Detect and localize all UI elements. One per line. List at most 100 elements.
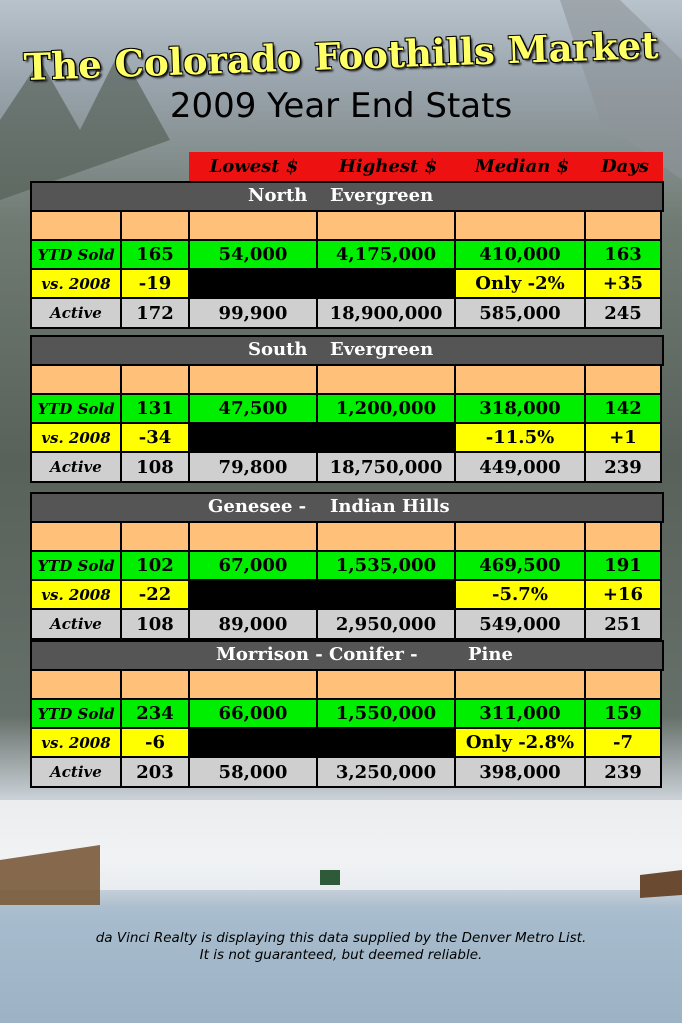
section-name-left: Genesee -	[208, 496, 307, 517]
blank-cell	[188, 579, 318, 610]
blank-cell	[454, 521, 586, 552]
count-cell: 108	[120, 451, 190, 483]
blank-cell	[316, 210, 456, 241]
page-subtitle: 2009 Year End Stats	[169, 86, 513, 126]
table-row	[30, 669, 664, 700]
median-cell: Only -2.8%	[454, 727, 586, 758]
median-cell: Only -2%	[454, 268, 586, 299]
header-days: Days	[601, 156, 649, 177]
row-label: vs. 2008	[30, 268, 122, 299]
highest-cell: 2,950,000	[316, 608, 456, 640]
count-cell: 203	[120, 756, 190, 788]
blank-cell	[316, 422, 456, 453]
blank-cell	[454, 669, 586, 700]
blank-cell	[188, 727, 318, 758]
highest-cell: 1,550,000	[316, 698, 456, 729]
highest-cell: 18,900,000	[316, 297, 456, 329]
blank-cell	[30, 669, 122, 700]
blank-cell	[584, 521, 662, 552]
section-header: Morrison - Conifer - Pine	[30, 640, 664, 671]
blank-cell	[316, 727, 456, 758]
header-highest: Highest $	[338, 156, 438, 177]
blank-cell	[120, 364, 190, 395]
count-cell: 131	[120, 393, 190, 424]
table-row: YTD Sold 165 54,000 4,175,000 410,000 163	[30, 239, 664, 270]
median-cell: 311,000	[454, 698, 586, 729]
days-cell: -7	[584, 727, 662, 758]
blank-cell	[120, 669, 190, 700]
table-row: Active 172 99,900 18,900,000 585,000 245	[30, 297, 664, 329]
blank-cell	[584, 364, 662, 395]
lowest-cell: 89,000	[188, 608, 318, 640]
section-name-left: North	[248, 185, 308, 206]
blank-cell	[316, 268, 456, 299]
days-cell: 159	[584, 698, 662, 729]
table-row: YTD Sold 234 66,000 1,550,000 311,000 159	[30, 698, 664, 729]
blank-cell	[188, 521, 318, 552]
median-cell: -5.7%	[454, 579, 586, 610]
row-label: Active	[30, 608, 122, 640]
blank-cell	[30, 210, 122, 241]
row-label: YTD Sold	[30, 239, 122, 270]
days-cell: 239	[584, 756, 662, 788]
days-cell: +16	[584, 579, 662, 610]
row-label: Active	[30, 451, 122, 483]
row-label: vs. 2008	[30, 422, 122, 453]
disclaimer: da Vinci Realty is displaying this data …	[0, 930, 682, 964]
count-cell: 172	[120, 297, 190, 329]
median-cell: 469,500	[454, 550, 586, 581]
section-name-right: Pine	[468, 644, 513, 665]
highest-cell: 1,535,000	[316, 550, 456, 581]
count-cell: -6	[120, 727, 190, 758]
days-cell: 239	[584, 451, 662, 483]
blank-cell	[584, 669, 662, 700]
lowest-cell: 58,000	[188, 756, 318, 788]
lowest-cell: 79,800	[188, 451, 318, 483]
table-row: vs. 2008 -22 -5.7% +16	[30, 579, 664, 610]
table-row: YTD Sold 131 47,500 1,200,000 318,000 142	[30, 393, 664, 424]
table-row	[30, 521, 664, 552]
median-cell: 318,000	[454, 393, 586, 424]
lowest-cell: 54,000	[188, 239, 318, 270]
header-lowest: Lowest $	[209, 156, 299, 177]
table-row: vs. 2008 -19 Only -2% +35	[30, 268, 664, 299]
blank-cell	[30, 521, 122, 552]
disclaimer-line-1: da Vinci Realty is displaying this data …	[95, 930, 587, 946]
blank-cell	[316, 669, 456, 700]
days-cell: +35	[584, 268, 662, 299]
highest-cell: 4,175,000	[316, 239, 456, 270]
highest-cell: 3,250,000	[316, 756, 456, 788]
median-cell: 398,000	[454, 756, 586, 788]
section-name-left: South	[248, 339, 308, 360]
section-header: South Evergreen	[30, 335, 664, 366]
table-row: YTD Sold 102 67,000 1,535,000 469,500 191	[30, 550, 664, 581]
days-cell: +1	[584, 422, 662, 453]
highest-cell: 1,200,000	[316, 393, 456, 424]
lowest-cell: 67,000	[188, 550, 318, 581]
section-name-right: Indian Hills	[330, 496, 450, 517]
row-label: YTD Sold	[30, 698, 122, 729]
count-cell: -19	[120, 268, 190, 299]
count-cell: 108	[120, 608, 190, 640]
section-header: North Evergreen	[30, 181, 664, 212]
section-header: Genesee - Indian Hills	[30, 492, 664, 523]
table-row: Active 108 79,800 18,750,000 449,000 239	[30, 451, 664, 483]
header-median: Median $	[474, 156, 570, 177]
median-cell: 549,000	[454, 608, 586, 640]
lowest-cell: 47,500	[188, 393, 318, 424]
table-row: vs. 2008 -34 -11.5% +1	[30, 422, 664, 453]
blank-cell	[188, 268, 318, 299]
section-name-left: Morrison - Conifer -	[216, 644, 418, 665]
row-label: Active	[30, 756, 122, 788]
table-row: vs. 2008 -6 Only -2.8% -7	[30, 727, 664, 758]
median-cell: -11.5%	[454, 422, 586, 453]
count-cell: 102	[120, 550, 190, 581]
blank-cell	[30, 364, 122, 395]
blank-cell	[454, 210, 586, 241]
row-label: YTD Sold	[30, 550, 122, 581]
blank-cell	[188, 422, 318, 453]
lowest-cell: 99,900	[188, 297, 318, 329]
blank-cell	[316, 521, 456, 552]
blank-cell	[316, 579, 456, 610]
